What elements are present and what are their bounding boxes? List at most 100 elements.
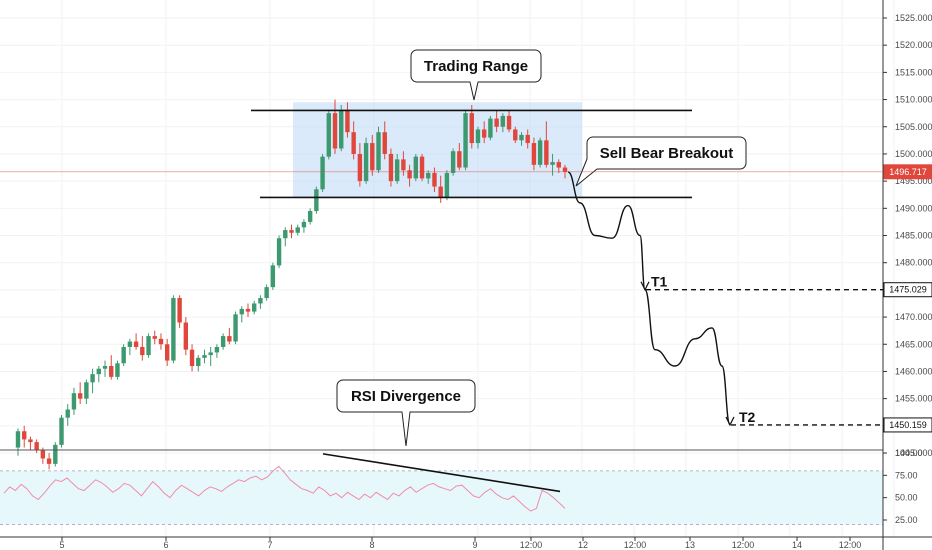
candle-body bbox=[525, 134, 530, 144]
x-tick-label: 7 bbox=[267, 540, 272, 550]
candle-body bbox=[214, 346, 220, 353]
x-tick-label: 12:00 bbox=[732, 540, 755, 550]
candle-body bbox=[500, 115, 506, 127]
candle-body bbox=[270, 265, 276, 288]
candle-body bbox=[109, 366, 114, 377]
candle-body bbox=[339, 110, 344, 149]
candle-body bbox=[115, 363, 120, 377]
candle-body bbox=[77, 393, 83, 399]
x-tick-label: 12:00 bbox=[520, 540, 543, 550]
x-tick-label: 6 bbox=[163, 540, 168, 550]
y-tick-label: 1505.000 bbox=[895, 122, 932, 132]
x-tick-label: 5 bbox=[59, 540, 64, 550]
candle-body bbox=[196, 357, 201, 366]
last-price-tag-box bbox=[883, 164, 932, 180]
candle-body bbox=[102, 366, 108, 369]
candle-body bbox=[401, 159, 406, 171]
sell-breakout-callout-pointer bbox=[575, 158, 598, 187]
candle-body bbox=[351, 132, 356, 154]
t2-arrowhead bbox=[725, 416, 735, 427]
candle-body bbox=[320, 156, 325, 190]
rsi-line bbox=[3, 465, 566, 512]
candle-body bbox=[252, 303, 257, 312]
candle-body bbox=[531, 143, 537, 165]
x-tick-label: 8 bbox=[369, 540, 374, 550]
candle-body bbox=[363, 143, 369, 182]
candle-body bbox=[301, 221, 307, 228]
candle-body bbox=[22, 431, 27, 440]
x-tick-label: 12:00 bbox=[624, 540, 647, 550]
y-tick-label: 1465.000 bbox=[895, 339, 932, 349]
rsi-band bbox=[0, 470, 883, 525]
trading-range-callout-pointer bbox=[469, 81, 479, 101]
last-price-tag-text: 1496.717 bbox=[889, 167, 927, 177]
candle-body bbox=[276, 238, 282, 266]
candle-body bbox=[15, 431, 21, 448]
candle-body bbox=[177, 298, 182, 323]
sell-breakout-callout-text: Sell Bear Breakout bbox=[600, 145, 733, 162]
candle-body bbox=[307, 211, 313, 222]
candle-body bbox=[488, 118, 493, 138]
x-tick-label: 13 bbox=[685, 540, 695, 550]
candle-body bbox=[65, 409, 70, 418]
y-tick-label: 1455.000 bbox=[895, 394, 932, 404]
candle-body bbox=[556, 162, 561, 168]
candle-body bbox=[469, 113, 474, 144]
candle-body bbox=[220, 336, 226, 347]
candle-body bbox=[84, 382, 89, 399]
candle-body bbox=[370, 143, 375, 171]
t2-price-tag-box bbox=[883, 417, 932, 433]
candle-body bbox=[171, 298, 176, 361]
candle-body bbox=[432, 172, 437, 187]
candle-body bbox=[407, 170, 412, 179]
projection-path bbox=[567, 171, 731, 426]
candle-body bbox=[506, 115, 512, 130]
candle-body bbox=[140, 346, 145, 356]
candle-body bbox=[158, 338, 164, 345]
candle-body bbox=[475, 129, 481, 144]
candle-body bbox=[40, 450, 46, 459]
y-tick-label: 1510.000 bbox=[895, 95, 932, 105]
y-tick-label: 1470.000 bbox=[895, 312, 932, 322]
y-tick-label: 1480.000 bbox=[895, 258, 932, 268]
candle-body bbox=[314, 189, 319, 212]
candle-body bbox=[537, 140, 543, 165]
candle-body bbox=[133, 341, 139, 347]
candle-body bbox=[121, 346, 126, 364]
rsi-tick-label: 25.00 bbox=[895, 515, 918, 525]
candle-body bbox=[233, 314, 238, 342]
rsi-tick-label: 50.00 bbox=[895, 493, 918, 503]
x-tick-label: 12:00 bbox=[839, 540, 862, 550]
candle-body bbox=[28, 439, 33, 443]
t1-price-tag-text: 1475.029 bbox=[889, 285, 927, 295]
candle-body bbox=[450, 151, 456, 173]
candle-body bbox=[394, 159, 400, 182]
candle-body bbox=[264, 287, 269, 299]
candle-body bbox=[289, 230, 294, 233]
x-tick-label: 9 bbox=[472, 540, 477, 550]
trading-range-callout: Trading Range bbox=[410, 49, 542, 101]
candle-body bbox=[146, 336, 151, 356]
candle-body bbox=[419, 156, 425, 179]
x-tick-label: 14 bbox=[792, 540, 802, 550]
rsi-divergence-callout-pointer bbox=[401, 411, 411, 447]
candle-body bbox=[345, 110, 350, 133]
y-tick-label: 1485.000 bbox=[895, 231, 932, 241]
candle-body bbox=[283, 230, 288, 239]
candle-body bbox=[382, 132, 387, 154]
trading-range-callout-text: Trading Range bbox=[424, 58, 528, 75]
t1-label: T1 bbox=[651, 274, 668, 290]
x-tick-label: 12 bbox=[578, 540, 588, 550]
candle-body bbox=[90, 374, 95, 383]
candle-body bbox=[562, 167, 568, 172]
candle-body bbox=[326, 113, 331, 157]
t1-arrowhead bbox=[640, 281, 650, 292]
candle-body bbox=[513, 129, 518, 141]
y-tick-label: 1445.000 bbox=[895, 448, 932, 458]
candle-body bbox=[208, 352, 213, 356]
t2-label: T2 bbox=[739, 409, 756, 425]
candle-body bbox=[189, 349, 195, 366]
t1-price-tag-box bbox=[883, 282, 932, 298]
